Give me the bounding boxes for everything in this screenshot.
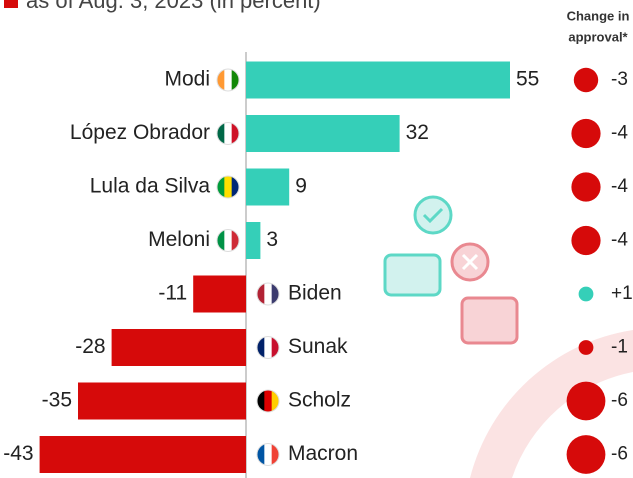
bar-value: 9 xyxy=(295,175,307,198)
change-label: +1 xyxy=(611,283,633,304)
flag-stripe xyxy=(264,283,272,305)
bar xyxy=(246,222,260,259)
change-label: -4 xyxy=(611,230,628,251)
bar xyxy=(246,169,289,206)
flag-stripe xyxy=(224,176,232,198)
change-label: -1 xyxy=(611,337,628,358)
change-bubble xyxy=(567,435,606,474)
change-label: -3 xyxy=(611,69,628,90)
bar xyxy=(40,436,246,473)
flag-stripe xyxy=(224,123,232,145)
flag-stripe xyxy=(264,390,272,412)
chart: as of Aug. 3, 2023 (in percent) Change i… xyxy=(0,0,633,478)
change-bubble xyxy=(567,382,606,421)
bar-value: 3 xyxy=(266,228,278,251)
change-bubble xyxy=(574,68,598,92)
change-bubble xyxy=(571,119,600,148)
change-label: -4 xyxy=(611,123,628,144)
flag-stripe xyxy=(264,444,272,466)
category-label: López Obrador xyxy=(70,121,210,144)
change-header: approval* xyxy=(568,29,628,44)
category-label: Lula da Silva xyxy=(90,175,211,198)
flag-stripe xyxy=(217,230,225,252)
decor-arc xyxy=(470,330,633,478)
bar-value: -11 xyxy=(158,282,187,305)
category-label: Macron xyxy=(288,442,358,465)
category-label: Meloni xyxy=(148,228,210,251)
bar-value: 32 xyxy=(406,121,429,144)
bar-value: -28 xyxy=(75,335,105,358)
flag-stripe xyxy=(224,69,232,91)
category-label: Biden xyxy=(288,282,342,305)
flag-stripe xyxy=(257,283,265,305)
bar-value: 55 xyxy=(516,68,539,91)
flag-stripe xyxy=(224,230,232,252)
bar xyxy=(246,62,510,99)
flag-stripe xyxy=(217,176,225,198)
bar xyxy=(78,383,246,420)
change-label: -6 xyxy=(611,444,628,465)
change-label: -4 xyxy=(611,176,628,197)
bar xyxy=(112,329,246,366)
change-bubble xyxy=(579,287,594,302)
change-bubble xyxy=(571,172,600,201)
category-label: Modi xyxy=(164,68,210,91)
decor-icons xyxy=(385,197,517,343)
bar xyxy=(246,115,400,152)
flag-stripe xyxy=(217,69,225,91)
legend-swatch xyxy=(4,0,18,8)
change-bubble xyxy=(579,340,594,355)
bar-value: -43 xyxy=(3,442,33,465)
bar xyxy=(193,276,246,313)
flag-stripe xyxy=(257,390,265,412)
change-bubble xyxy=(571,226,600,255)
flag-stripe xyxy=(264,337,272,359)
category-label: Sunak xyxy=(288,335,348,358)
category-label: Scholz xyxy=(288,389,351,412)
flag-stripe xyxy=(257,444,265,466)
bar-value: -35 xyxy=(42,389,72,412)
change-label: -6 xyxy=(611,390,628,411)
flag-stripe xyxy=(257,337,265,359)
change-header: Change in xyxy=(567,8,630,23)
flag-stripe xyxy=(217,123,225,145)
subtitle: as of Aug. 3, 2023 (in percent) xyxy=(26,0,321,13)
